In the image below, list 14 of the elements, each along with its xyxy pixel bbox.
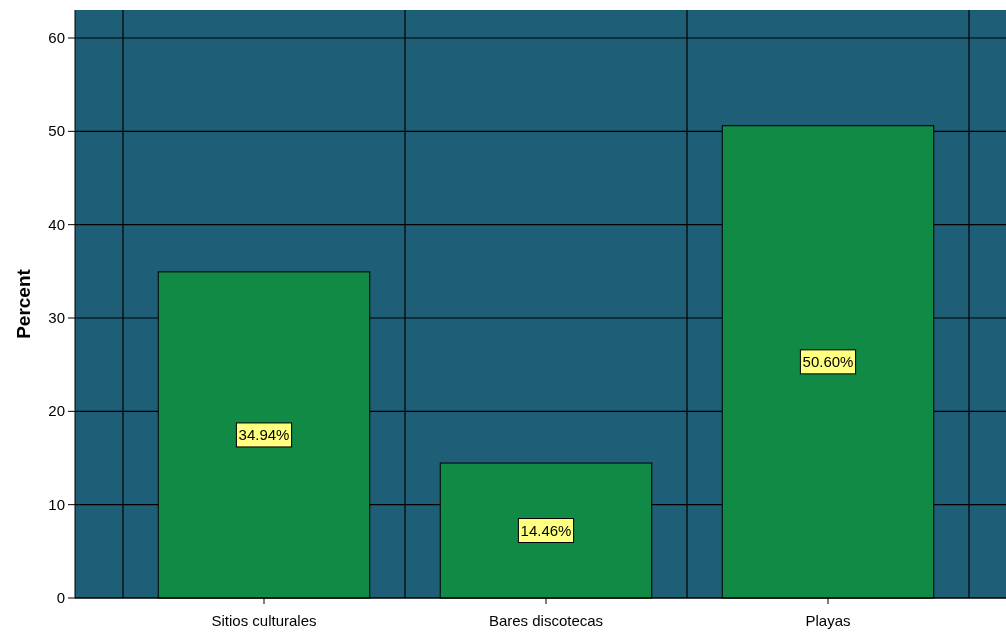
y-tick-label: 60 — [48, 29, 65, 46]
data-label: 34.94% — [238, 425, 290, 443]
y-tick-label: 10 — [48, 495, 65, 513]
y-tick-label: 30 — [48, 309, 65, 326]
y-tick-label: 40 — [48, 215, 65, 233]
data-label: 50.60% — [802, 352, 854, 370]
x-tick-label: Bares discotecas — [488, 612, 604, 629]
y-tick-label: 50 — [48, 122, 65, 140]
y-axis-title: Percent — [13, 268, 34, 339]
y-tick-label: 0 — [56, 589, 65, 606]
x-tick-label: Playas — [805, 612, 851, 629]
y-tick-label: 20 — [48, 402, 65, 420]
x-tick-label: Sitios culturales — [211, 612, 317, 629]
data-label: 14.46% — [520, 521, 572, 539]
